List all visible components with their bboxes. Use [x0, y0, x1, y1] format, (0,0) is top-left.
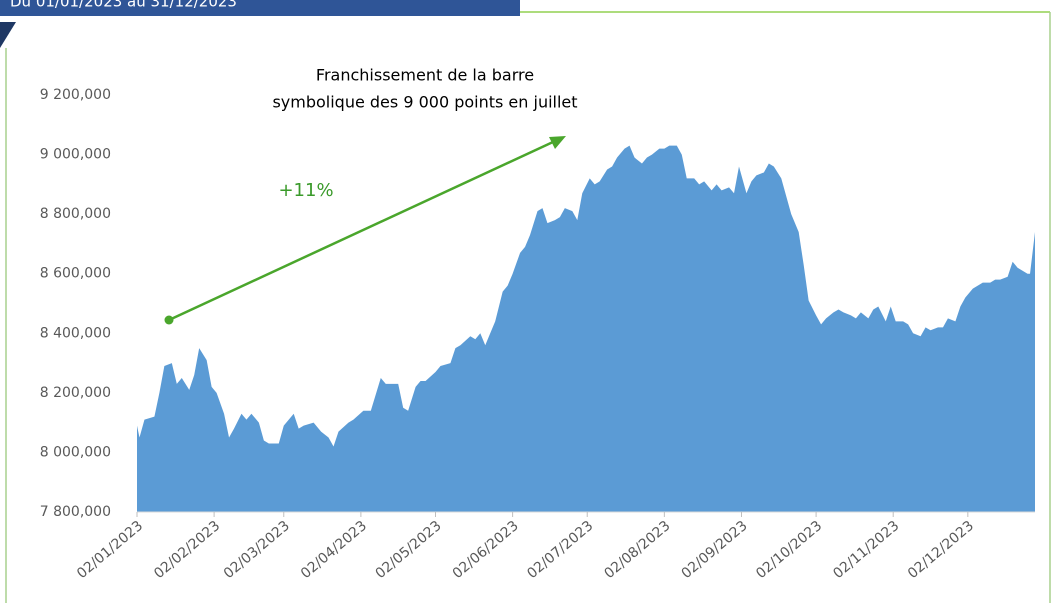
annotation: Franchissement de la barre [316, 66, 534, 85]
growth-label: +11% [278, 180, 333, 201]
y-tick-label: 8 200,000 [40, 385, 111, 401]
x-tick-label: 02/08/2023 [601, 518, 673, 582]
y-tick-label: 9 000,000 [40, 147, 111, 163]
x-tick-label: 02/11/2023 [830, 518, 902, 582]
x-tick-label: 02/02/2023 [151, 518, 223, 582]
y-tick-label: 8 400,000 [40, 325, 111, 341]
y-tick-label: 8 000,000 [40, 444, 111, 460]
y-tick-label: 8 600,000 [40, 266, 111, 282]
arrow-start [164, 315, 174, 325]
x-tick-label: 02/12/2023 [905, 518, 977, 582]
x-tick-label: 02/06/2023 [450, 518, 522, 582]
arrow-line [168, 140, 554, 322]
x-tick-label: 02/10/2023 [753, 518, 825, 582]
header-tab [0, 0, 520, 16]
area [137, 145, 1035, 512]
y-tick-label: 7 800,000 [40, 504, 111, 520]
y-tick-label: 9 200,000 [40, 87, 111, 103]
arrow-head [549, 136, 566, 149]
annotation: symbolique des 9 000 points en juillet [272, 93, 577, 112]
x-tick-label: 02/05/2023 [373, 518, 445, 582]
x-tick-label: 02/01/2023 [74, 518, 146, 582]
plot: 7 800,000 8 000,000 8 200,000 8 400,000 8 60… [40, 87, 1035, 582]
x-tick-label: 02/03/2023 [221, 518, 293, 582]
x-tick-label: 02/07/2023 [524, 518, 596, 582]
header-corner [0, 22, 16, 48]
subtitle: Du 01/01/2023 au 31/12/2023 [10, 0, 237, 11]
y-tick-label: 8 800,000 [40, 206, 111, 222]
x-tick-label: 02/04/2023 [298, 518, 370, 582]
x-tick-label: 02/09/2023 [679, 518, 751, 582]
